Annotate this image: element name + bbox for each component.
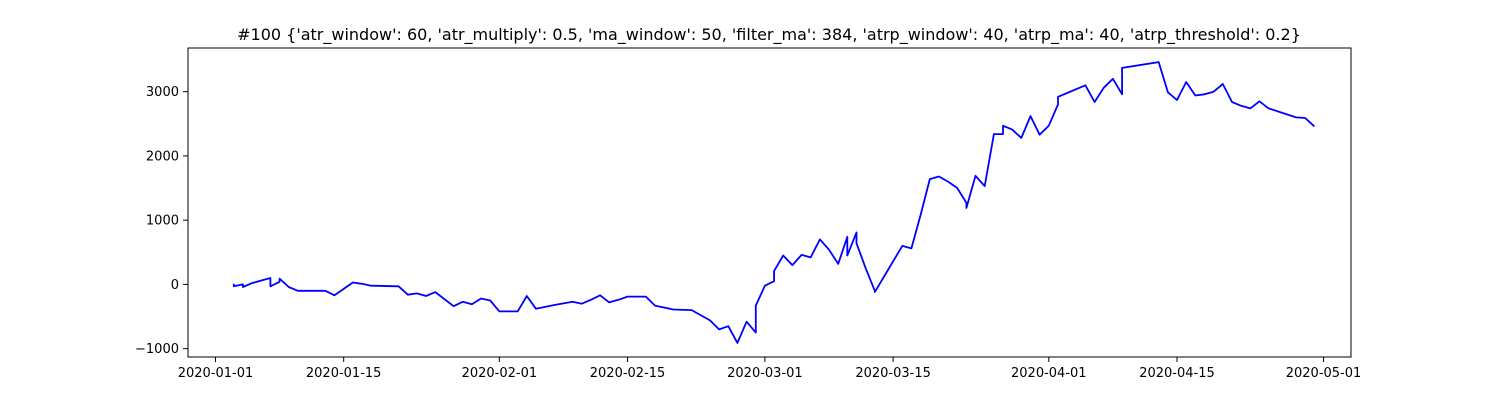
x-tick-label: 2020-02-01 <box>462 366 538 381</box>
series-line <box>232 61 1316 344</box>
x-axis: 2020-01-01 2020-01-15 2020-02-01 2020-02-15… <box>178 357 1362 381</box>
y-axis: −1000 0 1000 2000 3000 <box>135 85 188 357</box>
x-tick-label: 2020-02-15 <box>590 366 666 381</box>
x-tick-label: 2020-03-15 <box>855 366 931 381</box>
y-tick-label: 2000 <box>146 149 179 164</box>
x-tick-label: 2020-01-01 <box>178 366 254 381</box>
x-tick-label: 2020-04-15 <box>1139 366 1215 381</box>
y-tick-label: −1000 <box>135 342 179 357</box>
y-tick-label: 3000 <box>146 85 179 100</box>
y-tick-label: 1000 <box>146 214 179 229</box>
x-tick-label: 2020-03-01 <box>727 366 803 381</box>
y-tick-label: 0 <box>171 278 179 293</box>
x-tick-label: 2020-05-01 <box>1286 366 1362 381</box>
chart-title: #100 {'atr_window': 60, 'atr_multiply': … <box>237 25 1301 45</box>
plot-frame <box>187 47 1352 358</box>
plot-area <box>187 47 1352 358</box>
x-tick-label: 2020-04-01 <box>1011 366 1087 381</box>
x-tick-label: 2020-01-15 <box>306 366 382 381</box>
